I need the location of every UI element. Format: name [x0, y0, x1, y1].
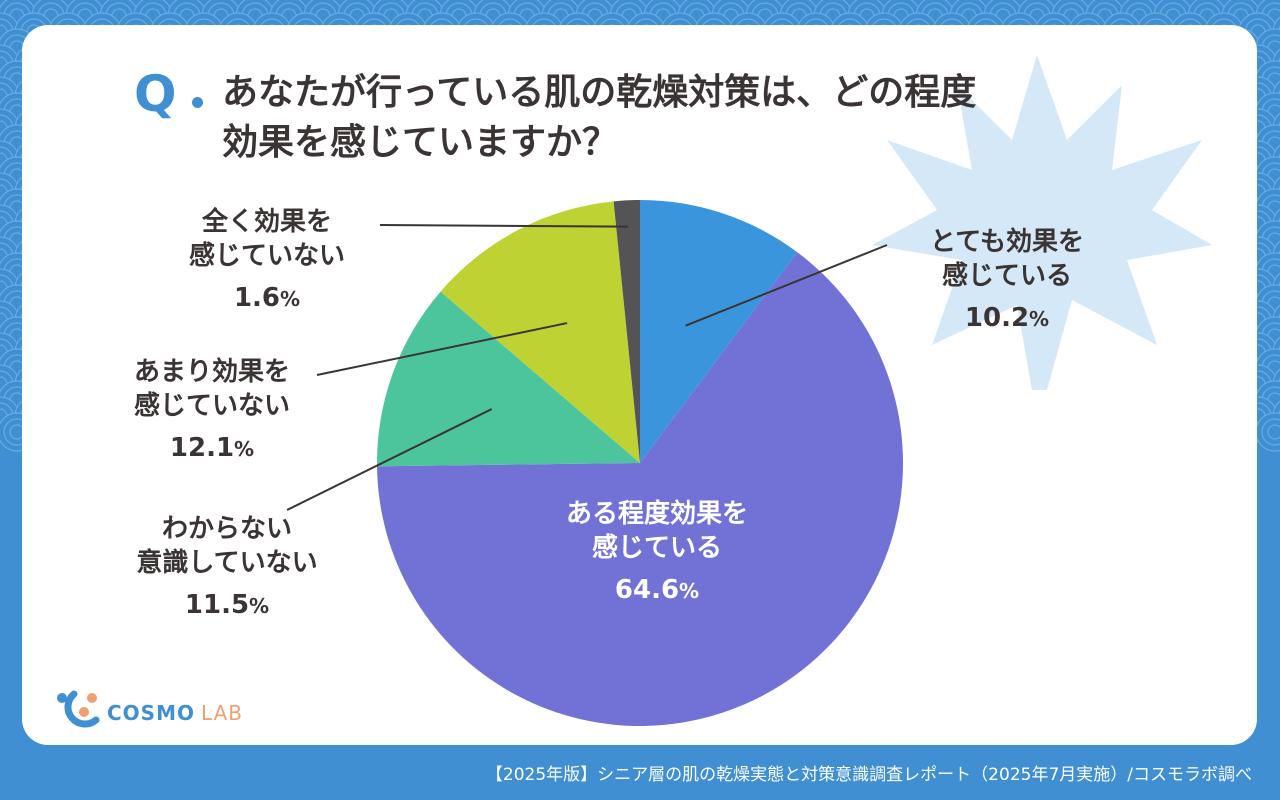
question-line-1: あなたが行っている肌の乾燥対策は、どの程度	[222, 72, 977, 113]
logo-text: COSMO LAB	[107, 701, 243, 725]
source-footer: 【2025年版】シニア層の肌の乾燥実態と対策意識調査レポート（2025年7月実施…	[485, 765, 1252, 785]
question-line-2: 効果を感じていますか？	[222, 122, 619, 163]
pie-slice-somewhat-effective	[377, 252, 903, 727]
label-very-effective-value: 10.2%	[964, 303, 1050, 333]
label-somewhat-effective-line1: ある程度効果を	[565, 499, 748, 529]
label-not-very-effective-line2: 感じていない	[133, 391, 290, 421]
label-not-effective: 全く効果を 感じていない 1.6%	[152, 205, 382, 316]
question-title: あなたが行っている肌の乾燥対策は、どの程度 効果を感じていますか？	[222, 68, 1202, 168]
label-not-very-effective: あまり効果を 感じていない 12.1%	[87, 355, 337, 466]
label-somewhat-effective-line2: 感じている	[591, 533, 722, 563]
label-unknown: わからない 意識していない 11.5%	[87, 512, 367, 623]
pie-slice-not-effective	[613, 200, 640, 463]
label-not-effective-line1: 全く効果を	[201, 207, 332, 237]
question-mark-q: Q	[134, 65, 178, 123]
label-very-effective: とても効果を 感じている 10.2%	[887, 225, 1127, 336]
label-somewhat-effective: ある程度効果を 感じている 64.6%	[522, 497, 792, 608]
leader-line-not-effective	[379, 224, 629, 228]
pie-chart	[286, 200, 903, 727]
leader-line-very-effective	[685, 244, 888, 327]
content-card: Q あなたが行っている肌の乾燥対策は、どの程度 効果を感じていますか？ とても効…	[22, 25, 1257, 745]
pie-slice-not-very-effective	[440, 201, 640, 463]
label-not-effective-line2: 感じていない	[188, 241, 345, 271]
pie-slice-unknown	[377, 291, 640, 467]
pie-slice-very-effective	[640, 200, 798, 463]
label-not-very-effective-value: 12.1%	[169, 433, 255, 463]
cosmo-lab-logo-icon	[57, 690, 100, 728]
logo-name: COSMO	[107, 701, 195, 725]
label-unknown-line1: わからない	[161, 514, 292, 544]
label-very-effective-line2: 感じている	[941, 261, 1072, 291]
label-not-very-effective-line1: あまり効果を	[133, 357, 290, 387]
leader-line-unknown	[286, 408, 493, 511]
label-not-effective-value: 1.6%	[233, 283, 301, 313]
label-unknown-value: 11.5%	[184, 590, 270, 620]
logo-suffix: LAB	[201, 701, 244, 725]
maple-leaf-icon	[872, 55, 1212, 390]
label-unknown-line2: 意識していない	[136, 548, 318, 578]
question-dot	[192, 97, 203, 108]
label-very-effective-line1: とても効果を	[930, 227, 1084, 257]
label-somewhat-effective-value: 64.6%	[614, 575, 700, 605]
leader-line-not-very-effective	[316, 322, 568, 376]
